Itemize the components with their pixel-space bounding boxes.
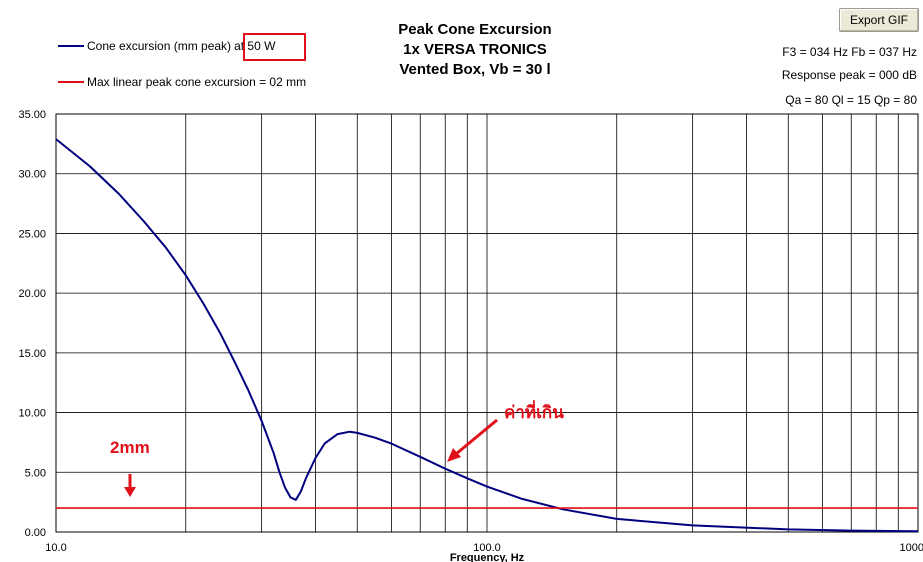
x-tick-label: 10.0: [45, 542, 66, 554]
y-tick-label: 15.00: [18, 348, 46, 360]
legend-item-max-linear: Max linear peak cone excursion = 02 mm: [58, 75, 306, 89]
x-axis-ticks: 10.0 100.0 1000: [45, 542, 923, 554]
chart-title-line-2: 1x VERSA TRONICS: [403, 41, 547, 58]
chart-title-line-1: Peak Cone Excursion: [398, 21, 552, 38]
stat-q-values: Qa = 80 Ql = 15 Qp = 80: [785, 93, 917, 107]
y-tick-label: 25.00: [18, 228, 46, 240]
legend-label-excursion: Cone excursion (mm peak): [87, 39, 232, 53]
grid: [56, 114, 918, 532]
y-axis-ticks: 35.00 30.00 25.00 20.00 15.00 10.00 5.00 0.00: [18, 109, 46, 539]
arrow-down-icon: [124, 474, 136, 497]
stat-response-peak: Response peak = 000 dB: [781, 68, 917, 82]
x-tick-label: 100.0: [473, 542, 501, 554]
y-tick-label: 0.00: [25, 527, 46, 539]
series-line-cone-excursion: [55, 138, 919, 533]
export-gif-button[interactable]: Export GIF: [839, 8, 919, 32]
annotation-2mm: 2mm: [110, 438, 150, 457]
series-layer: [55, 138, 919, 533]
x-tick-label: 1000: [900, 542, 923, 554]
y-tick-label: 10.00: [18, 408, 46, 420]
annotation-exceeding: ค่าที่เกิน: [504, 400, 564, 422]
chart-title-line-3: Vented Box, Vb = 30 l: [399, 61, 551, 78]
legend-swatch-max-linear: [58, 81, 84, 83]
y-tick-label: 30.00: [18, 169, 46, 181]
y-tick-label: 5.00: [25, 467, 46, 479]
legend-swatch-excursion: [58, 45, 84, 47]
y-tick-label: 20.00: [18, 288, 46, 300]
arrow-diagonal-icon: [447, 418, 498, 462]
power-highlight-box: [243, 33, 306, 61]
y-tick-label: 35.00: [18, 109, 46, 121]
legend-label-max-linear: Max linear peak cone excursion = 02 mm: [87, 75, 307, 89]
x-axis-label: Frequency, Hz: [450, 552, 525, 562]
stat-f3-fb: F3 = 034 Hz Fb = 037 Hz: [782, 45, 917, 59]
